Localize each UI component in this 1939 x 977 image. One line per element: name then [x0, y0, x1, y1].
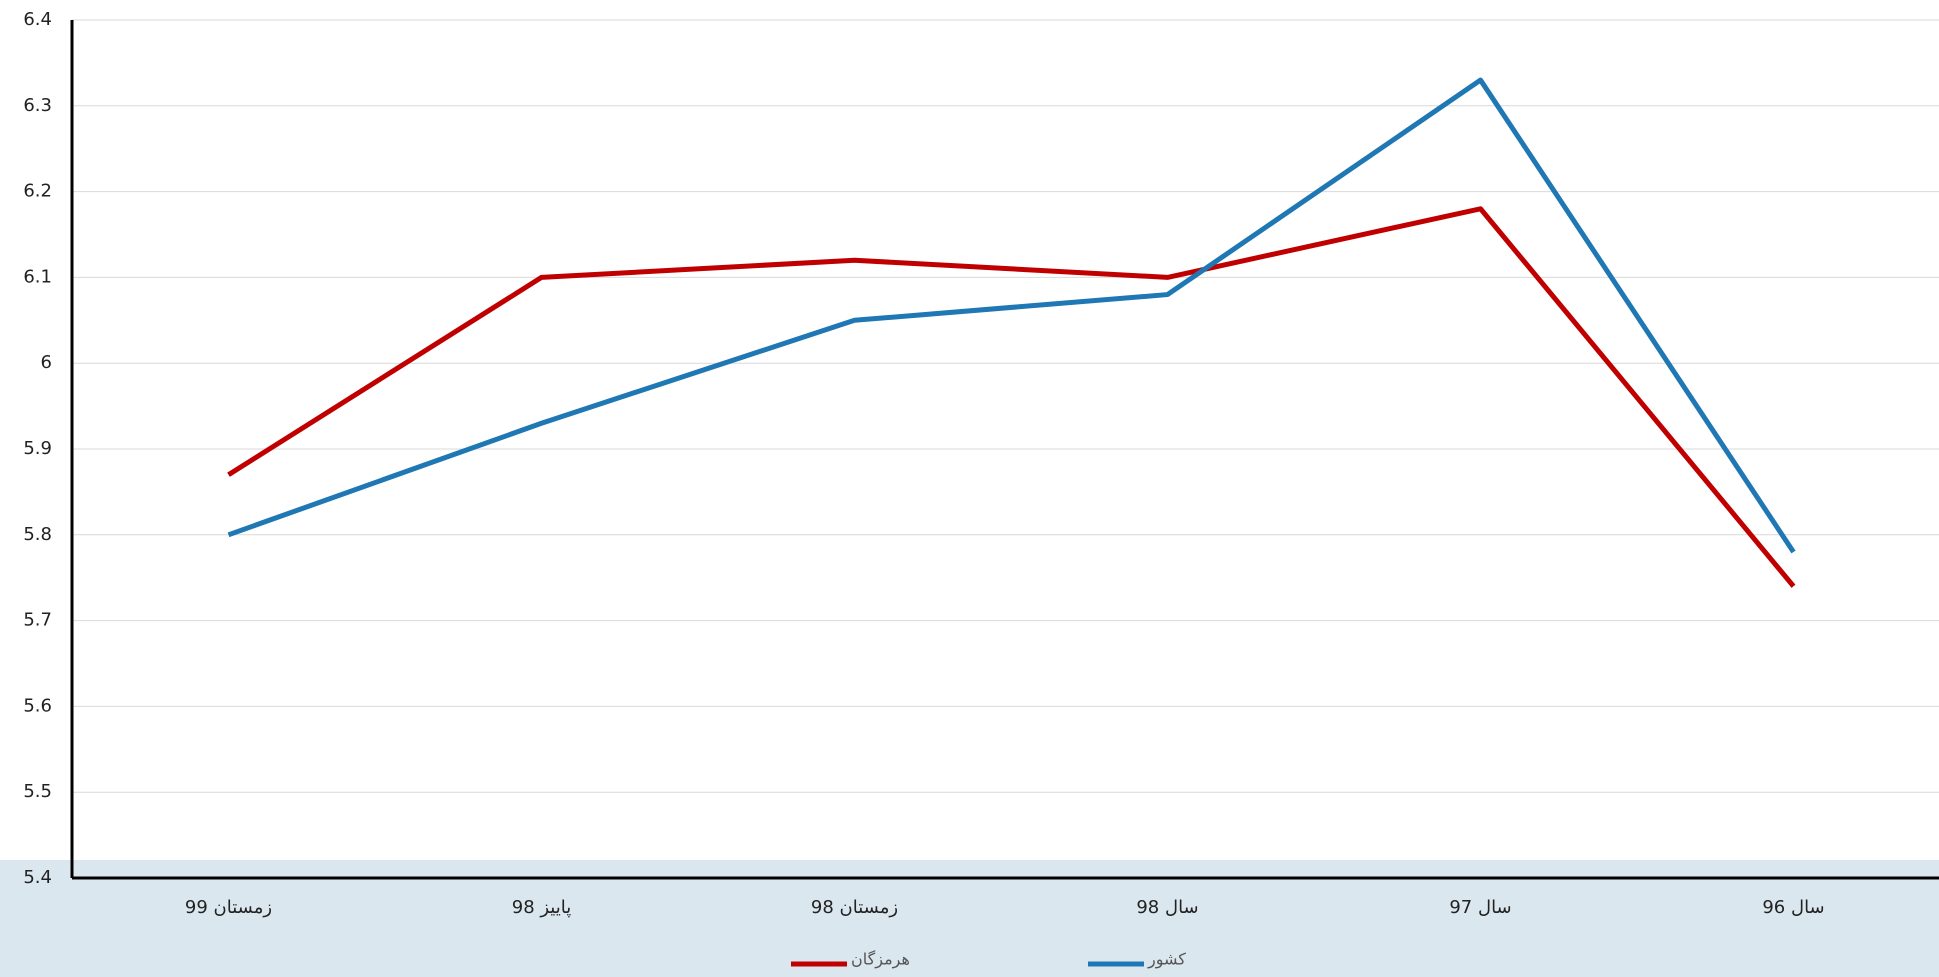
x-tick-label: زمستان 99 [185, 897, 272, 918]
y-tick-label: 6.1 [23, 266, 52, 287]
y-tick-label: 5.4 [23, 867, 52, 888]
y-tick-label: 6 [41, 352, 52, 373]
x-tick-label: پاییز 98 [512, 897, 572, 918]
y-tick-label: 5.5 [23, 781, 52, 802]
x-tick-label: زمستان 98 [811, 897, 898, 918]
y-tick-label: 5.9 [23, 438, 52, 459]
legend-label: هرمزگان [851, 950, 910, 970]
y-tick-label: 6.3 [23, 95, 52, 116]
line [227, 77, 1796, 554]
y-tick-label: 5.7 [23, 610, 52, 631]
legend-label: کشور [1147, 950, 1186, 970]
x-tick-label: سال 97 [1449, 897, 1511, 918]
y-tick-label: 6.4 [23, 9, 52, 30]
y-tick-label: 6.2 [23, 181, 52, 202]
x-tick-label: سال 98 [1136, 897, 1198, 918]
y-tick-label: 5.8 [23, 524, 52, 545]
line [227, 206, 1796, 588]
x-tick-label: سال 96 [1762, 897, 1824, 918]
y-tick-label: 5.6 [23, 695, 52, 716]
